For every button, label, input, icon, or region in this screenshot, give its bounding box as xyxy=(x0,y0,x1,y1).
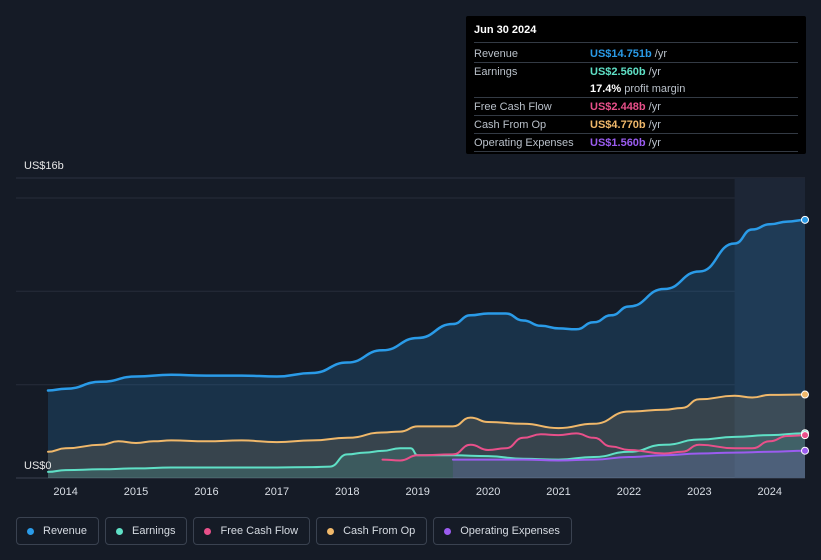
tooltip-unit: /yr xyxy=(654,47,667,60)
legend-label: Revenue xyxy=(43,525,88,537)
tooltip-value: US$4.770b xyxy=(590,118,646,131)
tooltip-unit: /yr xyxy=(648,136,661,149)
legend-item-operating-expenses[interactable]: Operating Expenses xyxy=(433,517,572,545)
legend-item-revenue[interactable]: Revenue xyxy=(16,517,100,545)
tooltip-row-operating-expenses: Operating Expenses US$1.560b /yr xyxy=(474,134,798,152)
legend-label: Earnings xyxy=(132,525,176,537)
tooltip-row-earnings: Earnings US$2.560b /yr xyxy=(474,63,798,80)
tooltip-label: Free Cash Flow xyxy=(474,100,552,113)
tooltip-value: US$2.448b xyxy=(590,100,646,113)
tooltip-row-free-cash-flow: Free Cash Flow US$2.448b /yr xyxy=(474,98,798,116)
x-tick-label: 2021 xyxy=(546,486,570,498)
legend: Revenue Earnings Free Cash Flow Cash Fro… xyxy=(16,517,572,545)
operating-expenses-endpoint xyxy=(801,446,809,455)
tooltip-label: Operating Expenses xyxy=(474,136,574,149)
legend-item-cash-from-op[interactable]: Cash From Op xyxy=(316,517,428,545)
legend-label: Free Cash Flow xyxy=(220,525,299,537)
operating-expenses-line xyxy=(451,449,806,462)
cash-from-op-endpoint xyxy=(801,390,809,399)
tooltip-row-revenue: Revenue US$14.751b /yr xyxy=(474,45,798,63)
x-tick-label: 2015 xyxy=(124,486,148,498)
tooltip-label: Revenue xyxy=(474,47,519,60)
x-tick-label: 2014 xyxy=(53,486,77,498)
x-tick-label: 2024 xyxy=(758,486,782,498)
free-cash-flow-line xyxy=(381,432,806,462)
legend-label: Operating Expenses xyxy=(460,525,560,537)
tooltip-value: US$1.560b xyxy=(590,136,646,149)
x-tick-label: 2023 xyxy=(687,486,711,498)
legend-dot-icon xyxy=(27,527,34,535)
series-endpoints xyxy=(801,215,809,455)
tooltip-date: Jun 30 2024 xyxy=(474,24,798,43)
forecast-highlight-band xyxy=(734,178,805,478)
legend-dot-icon xyxy=(444,527,452,535)
y-axis-top-label: US$16b xyxy=(24,160,64,172)
legend-dot-icon xyxy=(204,527,212,535)
tooltip-label: Earnings xyxy=(474,65,518,78)
tooltip-unit: /yr xyxy=(648,100,661,113)
series-lines xyxy=(46,218,807,473)
x-tick-label: 2019 xyxy=(405,486,429,498)
tooltip-value: 17.4% xyxy=(590,82,622,95)
operating-expenses-area xyxy=(452,450,805,478)
tooltip-unit: /yr xyxy=(648,118,661,131)
legend-label: Cash From Op xyxy=(343,525,416,537)
x-tick-label: 2022 xyxy=(617,486,641,498)
gridlines xyxy=(16,177,805,479)
highlight-band xyxy=(734,178,805,478)
x-tick-label: 2017 xyxy=(265,486,289,498)
legend-dot-icon xyxy=(327,527,335,535)
tooltip-label: Cash From Op xyxy=(474,118,547,131)
tooltip-unit: /yr xyxy=(648,65,661,78)
tooltip-row-profit-margin: 17.4% profit margin xyxy=(474,80,798,98)
tooltip-value: US$2.560b xyxy=(590,65,646,78)
free-cash-flow-endpoint xyxy=(801,431,809,440)
revenue-endpoint xyxy=(801,215,809,224)
tooltip-row-cash-from-op: Cash From Op US$4.770b /yr xyxy=(474,116,798,134)
earnings-line xyxy=(47,432,806,473)
legend-item-free-cash-flow[interactable]: Free Cash Flow xyxy=(193,517,311,545)
y-axis-bottom-label: US$0 xyxy=(24,460,52,472)
legend-dot-icon xyxy=(116,527,124,535)
revenue-line xyxy=(46,218,807,392)
x-axis-ticks: 2014 2015 2016 2017 2018 2019 2020 2021 2022 2023… xyxy=(53,486,782,498)
cash-from-op-line xyxy=(47,393,806,453)
legend-item-earnings[interactable]: Earnings xyxy=(105,517,188,545)
x-tick-label: 2020 xyxy=(476,486,500,498)
revenue-area xyxy=(48,219,805,478)
tooltip-unit: profit margin xyxy=(624,82,686,95)
tooltip-panel: Jun 30 2024 Revenue US$14.751b /yr Earni… xyxy=(466,16,806,154)
tooltip-value: US$14.751b xyxy=(590,47,652,60)
x-tick-label: 2018 xyxy=(335,486,359,498)
x-tick-label: 2016 xyxy=(194,486,218,498)
